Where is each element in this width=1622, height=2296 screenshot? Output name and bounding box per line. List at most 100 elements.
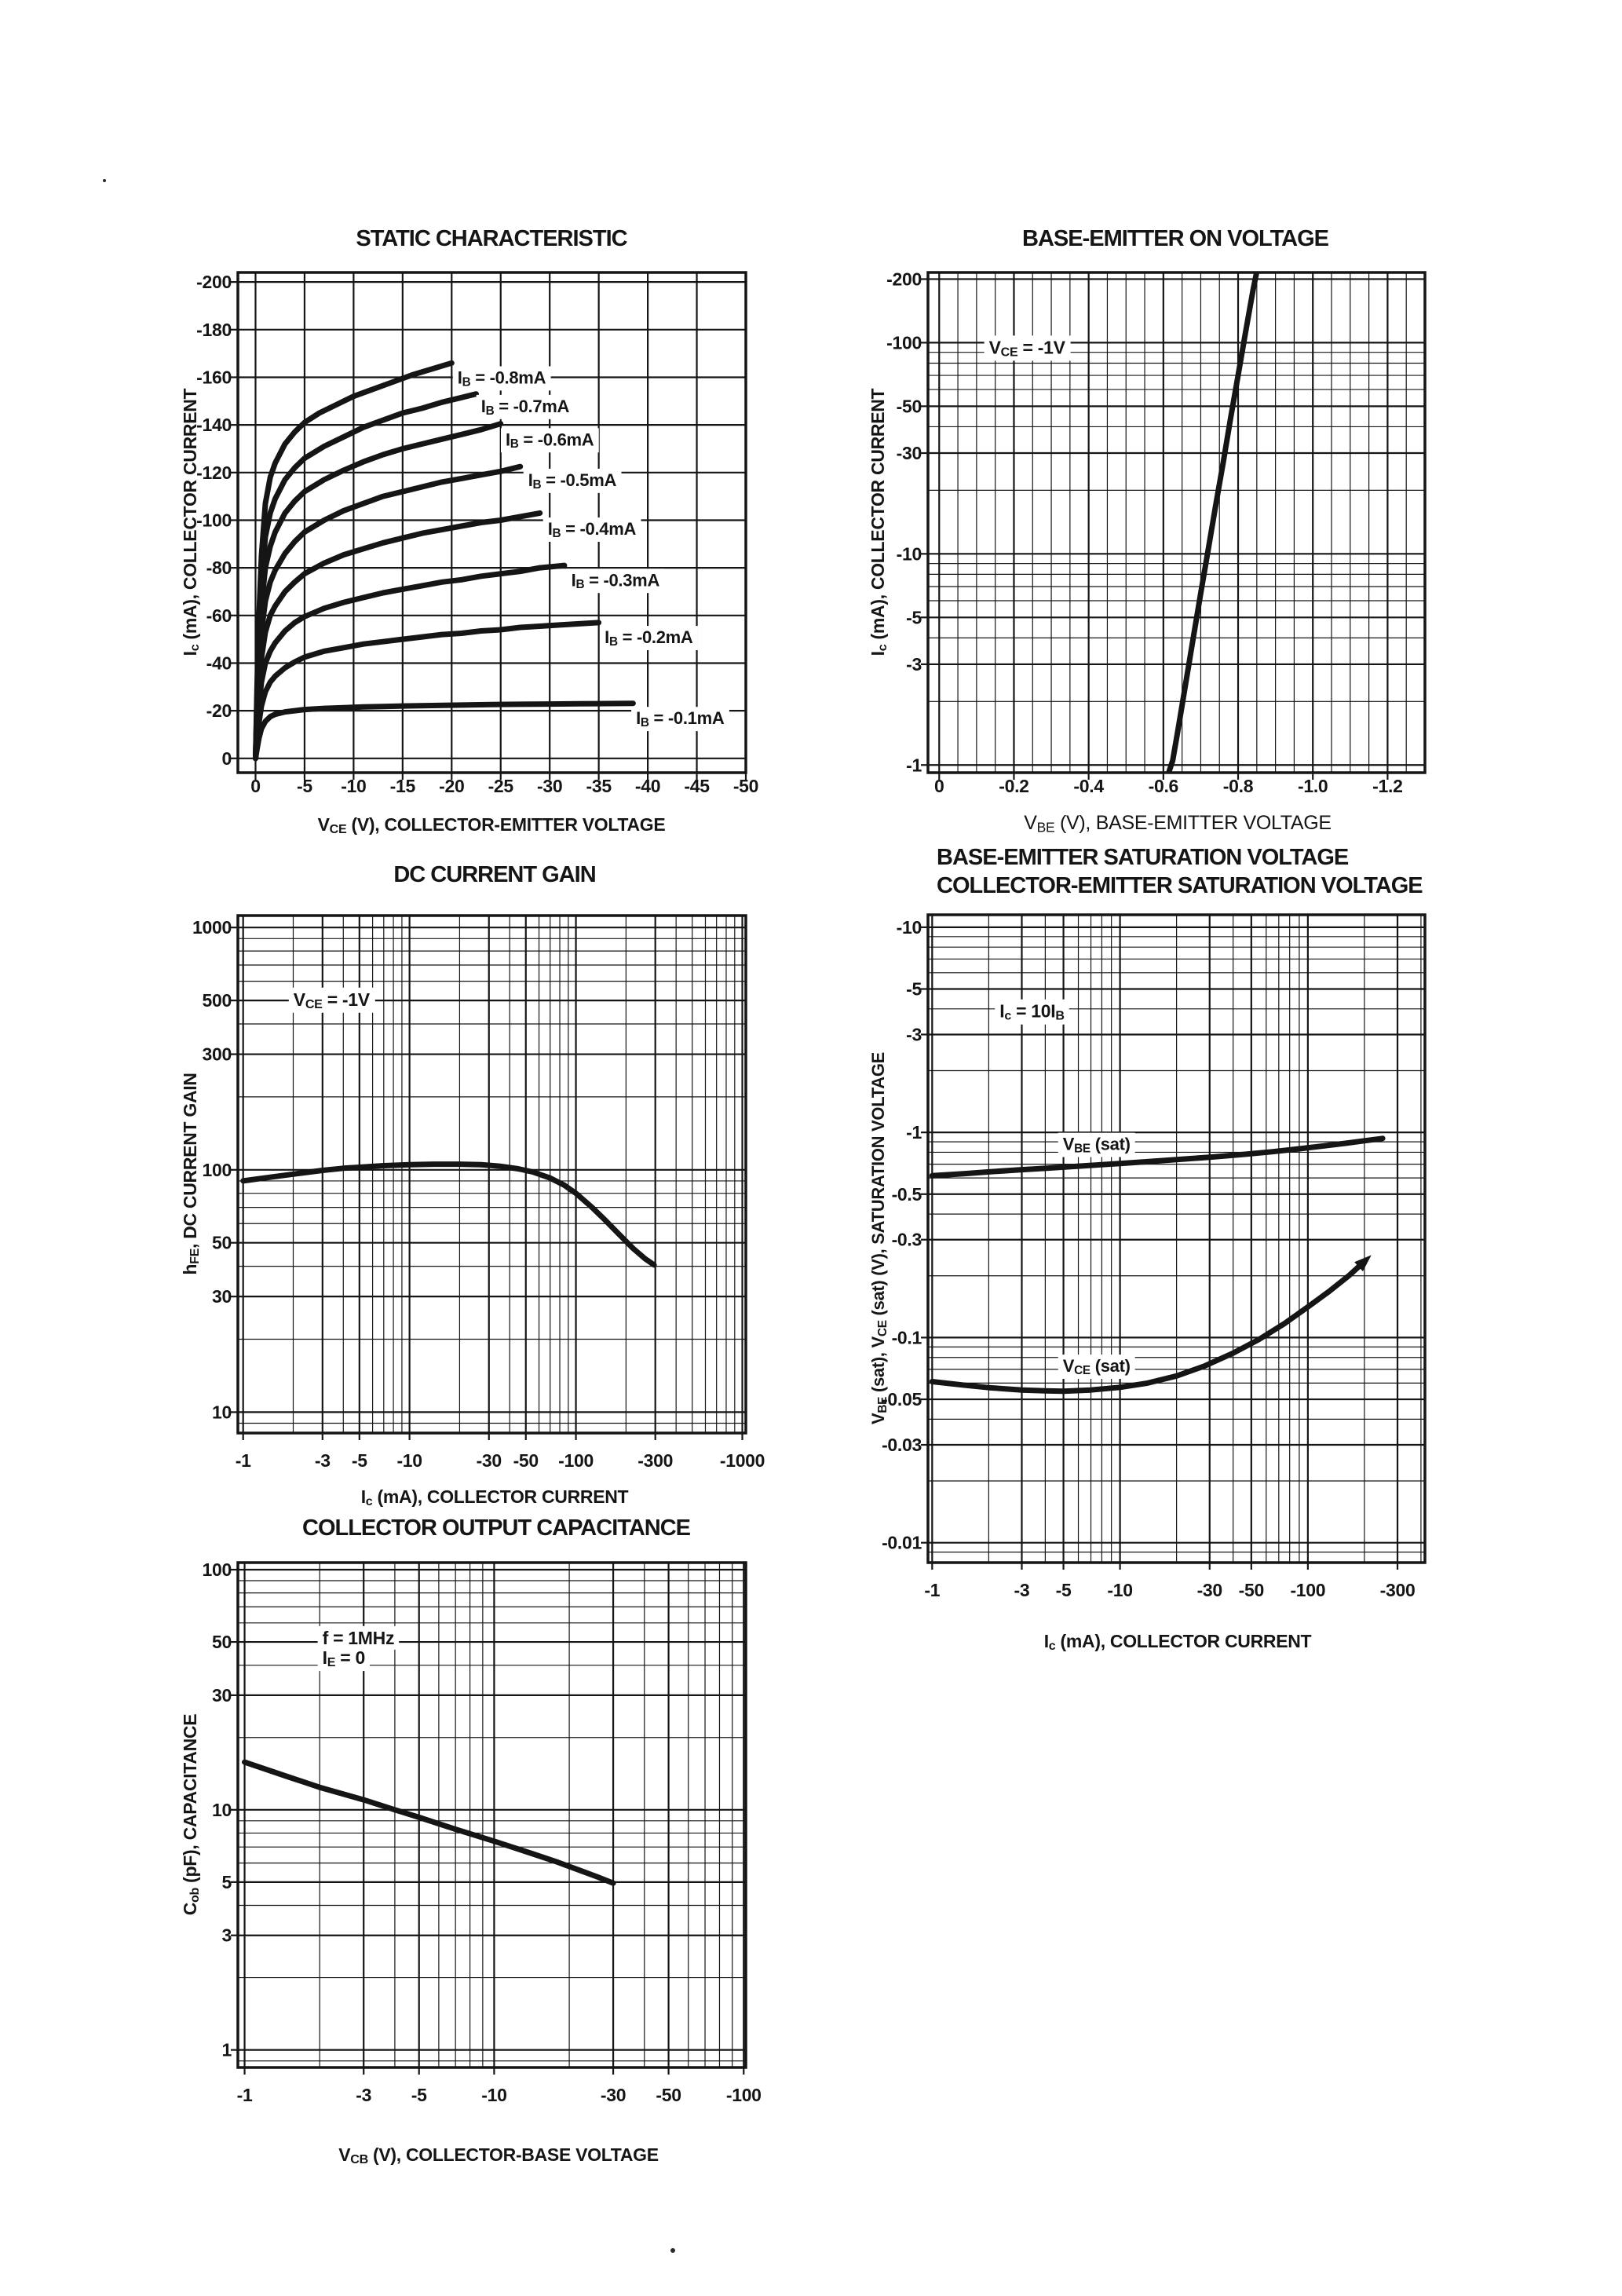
static-characteristic: 0 -5 -10 -15 -20 -25 -30 -35 -40 -45 -50-200-180-1… <box>180 271 758 836</box>
svg-text:-20: -20 <box>206 700 232 721</box>
static-characteristic-curve-IB=-0.6mA <box>253 421 504 762</box>
svg-text:-100: -100 <box>726 2085 762 2105</box>
svg-text:3: 3 <box>222 1925 232 1946</box>
svg-text:-10: -10 <box>897 543 922 564</box>
collector-output-capacitance-curve-Cob <box>242 1759 616 1886</box>
svg-text:-50: -50 <box>1239 1580 1264 1600</box>
static-characteristic-curve-label-IB=-0.5mA: IB = -0.5mA <box>528 470 617 492</box>
svg-text:-10: -10 <box>1107 1580 1132 1600</box>
svg-text:1: 1 <box>222 2040 232 2060</box>
saturation-voltage: -1 -3 -5 -10 -30 -50 -100 -300 -10 -5 -3 -1 -0.5 -0.3… <box>868 913 1427 1653</box>
svg-text:-100: -100 <box>886 332 922 353</box>
svg-text:-0.6: -0.6 <box>1149 776 1178 796</box>
svg-text:-1: -1 <box>906 1122 922 1143</box>
chart-title-collector-output-capacitance: COLLECTOR OUTPUT CAPACITANCE <box>302 1515 691 1541</box>
svg-text:-40: -40 <box>635 776 660 796</box>
svg-text:-100: -100 <box>1290 1580 1325 1600</box>
dc-current-gain-plot-area <box>238 916 746 1433</box>
svg-text:VBE (V), BASE-EMITTER VOLTAGE: VBE (V), BASE-EMITTER VOLTAGE <box>1024 812 1332 835</box>
svg-text:-60: -60 <box>206 605 232 626</box>
svg-text:-1000: -1000 <box>720 1450 765 1471</box>
svg-text:-50: -50 <box>733 776 758 796</box>
svg-text:Ic (mA), COLLECTOR CURRENT: Ic (mA), COLLECTOR CURRENT <box>1044 1631 1312 1653</box>
chart-title-dc-current-gain: DC CURRENT GAIN <box>393 862 596 887</box>
svg-text:-5: -5 <box>411 2085 427 2105</box>
static-characteristic-curve-IB=-0.4mA <box>253 510 543 762</box>
saturation-voltage-curve-VCE-sat <box>929 1259 1368 1395</box>
svg-text:-10: -10 <box>897 917 922 938</box>
svg-text:-30: -30 <box>1197 1580 1222 1600</box>
svg-text:Ic (mA), COLLECTOR CURRENT: Ic (mA), COLLECTOR CURRENT <box>361 1486 629 1508</box>
base-emitter-on-voltage-curve-IC-vs-VBE <box>1166 272 1260 773</box>
static-characteristic-curve-IB=-0.3mA <box>253 562 568 762</box>
chart-title-static-characteristic: STATIC CHARACTERISTIC <box>356 226 627 251</box>
svg-text:-120: -120 <box>196 462 232 483</box>
svg-text:-0.3: -0.3 <box>892 1230 922 1250</box>
svg-text:VBE (sat), VCE (sat) (V), SATU: VBE (sat), VCE (sat) (V), SATURATION VOL… <box>868 1052 890 1424</box>
svg-text:-200: -200 <box>196 272 232 292</box>
svg-text:-30: -30 <box>477 1450 502 1471</box>
base-emitter-on-voltage-plot-area <box>928 272 1425 773</box>
saturation-voltage-annotation: Ic = 10IB <box>999 1001 1064 1023</box>
static-characteristic-curve-label-IB=-0.3mA: IB = -0.3mA <box>572 570 660 591</box>
svg-text:100: 100 <box>203 1160 232 1180</box>
svg-text:-1: -1 <box>236 1450 251 1471</box>
svg-text:-1: -1 <box>924 1580 940 1600</box>
svg-text:-30: -30 <box>897 443 922 463</box>
svg-text:-15: -15 <box>390 776 416 796</box>
dc-current-gain: -1 -3 -5 -10 -30 -50 -100 -300 -1000 1000 500 300 10… <box>180 914 765 1508</box>
stray-mark <box>670 2248 675 2253</box>
svg-text:50: 50 <box>212 1233 232 1253</box>
static-characteristic-curve-label-IB=-0.7mA: IB = -0.7mA <box>481 397 570 418</box>
svg-text:-5: -5 <box>906 979 922 1000</box>
svg-text:-10: -10 <box>341 776 366 796</box>
svg-text:500: 500 <box>203 990 232 1011</box>
svg-text:300: 300 <box>203 1044 232 1065</box>
svg-text:Ic (mA), COLLECTOR CURRENT: Ic (mA), COLLECTOR CURRENT <box>180 388 202 656</box>
stray-mark <box>103 179 106 182</box>
svg-text:0: 0 <box>934 776 944 796</box>
static-characteristic-plot-area <box>238 272 746 773</box>
svg-text:-0.1: -0.1 <box>892 1327 922 1347</box>
static-characteristic-curve-label-IB=-0.8mA: IB = -0.8mA <box>458 367 546 389</box>
svg-text:-1: -1 <box>237 2085 253 2105</box>
svg-text:-300: -300 <box>637 1450 673 1471</box>
svg-text:-5: -5 <box>1056 1580 1072 1600</box>
svg-text:0: 0 <box>222 748 232 769</box>
svg-text:-5: -5 <box>906 607 922 627</box>
svg-text:-30: -30 <box>601 2085 626 2105</box>
saturation-voltage-plot-area <box>928 915 1425 1563</box>
static-characteristic-curve-label-IB=-0.1mA: IB = -0.1mA <box>636 708 725 729</box>
svg-text:-100: -100 <box>558 1450 594 1471</box>
svg-text:-100: -100 <box>196 510 232 530</box>
svg-text:-1.2: -1.2 <box>1372 776 1402 796</box>
svg-text:-0.05: -0.05 <box>882 1389 922 1409</box>
dc-current-gain-annotation: VCE = -1V <box>294 989 371 1011</box>
svg-text:VCB (V), COLLECTOR-BASE VOLTAG: VCB (V), COLLECTOR-BASE VOLTAGE <box>338 2144 659 2166</box>
svg-text:-30: -30 <box>537 776 562 796</box>
svg-text:hFE, DC CURRENT GAIN: hFE, DC CURRENT GAIN <box>180 1073 202 1274</box>
svg-text:-50: -50 <box>897 396 922 416</box>
svg-text:-45: -45 <box>684 776 710 796</box>
svg-text:1000: 1000 <box>192 917 232 938</box>
svg-text:-20: -20 <box>439 776 464 796</box>
svg-text:-1.0: -1.0 <box>1298 776 1328 796</box>
static-characteristic-curve-IB=-0.5mA <box>253 463 524 762</box>
svg-text:-140: -140 <box>196 415 232 435</box>
svg-text:Ic (mA), COLLECTOR CURRENT: Ic (mA), COLLECTOR CURRENT <box>868 388 890 656</box>
svg-text:-3: -3 <box>356 2085 371 2105</box>
svg-text:-3: -3 <box>315 1450 331 1471</box>
svg-text:100: 100 <box>203 1559 232 1580</box>
base-emitter-on-voltage-annotation: VCE = -1V <box>989 337 1066 359</box>
svg-text:-0.01: -0.01 <box>882 1533 922 1553</box>
chart-title-saturation-voltage-line1: BASE-EMITTER SATURATION VOLTAGE <box>937 845 1349 870</box>
svg-text:50: 50 <box>212 1632 232 1652</box>
svg-text:30: 30 <box>212 1286 232 1307</box>
svg-text:-0.2: -0.2 <box>999 776 1028 796</box>
svg-text:-25: -25 <box>488 776 514 796</box>
saturation-voltage-curve-label-VCE-sat: VCE (sat) <box>1063 1356 1131 1377</box>
saturation-voltage-curve-VBE-sat <box>929 1135 1386 1179</box>
